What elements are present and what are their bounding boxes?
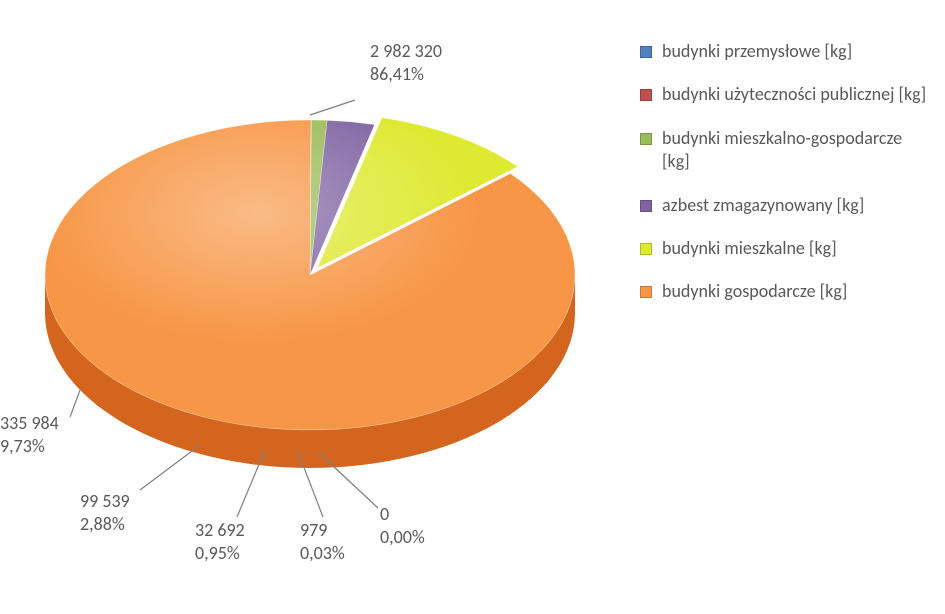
legend-label: budynki mieszkalne [kg] bbox=[662, 237, 837, 260]
legend-item: budynki użyteczności publicznej [kg] bbox=[640, 83, 940, 106]
pie-gloss bbox=[45, 120, 575, 430]
chart-legend: budynki przemysłowe [kg] budynki użyteczn… bbox=[640, 40, 940, 324]
legend-label: budynki mieszkalno-gospodarcze [kg] bbox=[662, 127, 932, 174]
legend-item: budynki mieszkalno-gospodarcze [kg] bbox=[640, 127, 940, 174]
legend-item: budynki przemysłowe [kg] bbox=[640, 40, 940, 63]
data-label-value: 335 984 bbox=[0, 412, 59, 434]
data-label: 32 692 0,95% bbox=[195, 519, 245, 564]
data-label-value: 0 bbox=[380, 503, 389, 525]
data-label-value: 2 982 320 bbox=[370, 40, 442, 62]
data-label: 0 0,00% bbox=[380, 503, 425, 548]
data-label: 979 0,03% bbox=[300, 519, 345, 564]
legend-marker bbox=[640, 286, 652, 298]
data-label: 335 984 9,73% bbox=[0, 412, 59, 457]
data-label-value: 32 692 bbox=[195, 519, 245, 541]
data-label-percent: 86,41% bbox=[370, 63, 424, 85]
legend-marker bbox=[640, 89, 652, 101]
legend-item: budynki mieszkalne [kg] bbox=[640, 237, 940, 260]
legend-marker bbox=[640, 133, 652, 145]
leader-line bbox=[70, 390, 80, 417]
data-label: 2 982 320 86,41% bbox=[370, 40, 442, 85]
leader-line bbox=[310, 100, 355, 115]
data-label-value: 99 539 bbox=[80, 490, 130, 512]
leader-line bbox=[140, 445, 200, 490]
data-label: 99 539 2,88% bbox=[80, 490, 130, 535]
pie-chart: 2 982 320 86,41% 335 984 9,73% 99 539 2,88… bbox=[0, 0, 620, 614]
data-label-percent: 0,03% bbox=[300, 542, 345, 564]
legend-label: budynki użyteczności publicznej [kg] bbox=[662, 83, 926, 106]
legend-item: budynki gospodarcze [kg] bbox=[640, 280, 940, 303]
legend-label: azbest zmagazynowany [kg] bbox=[662, 194, 864, 217]
data-label-percent: 2,88% bbox=[80, 513, 125, 535]
data-label-value: 979 bbox=[300, 519, 327, 541]
data-label-percent: 9,73% bbox=[0, 435, 45, 457]
legend-label: budynki przemysłowe [kg] bbox=[662, 40, 852, 63]
legend-item: azbest zmagazynowany [kg] bbox=[640, 194, 940, 217]
legend-marker bbox=[640, 243, 652, 255]
legend-label: budynki gospodarcze [kg] bbox=[662, 280, 847, 303]
data-label-percent: 0,95% bbox=[195, 542, 240, 564]
data-label-percent: 0,00% bbox=[380, 526, 425, 548]
legend-marker bbox=[640, 200, 652, 212]
legend-marker bbox=[640, 46, 652, 58]
